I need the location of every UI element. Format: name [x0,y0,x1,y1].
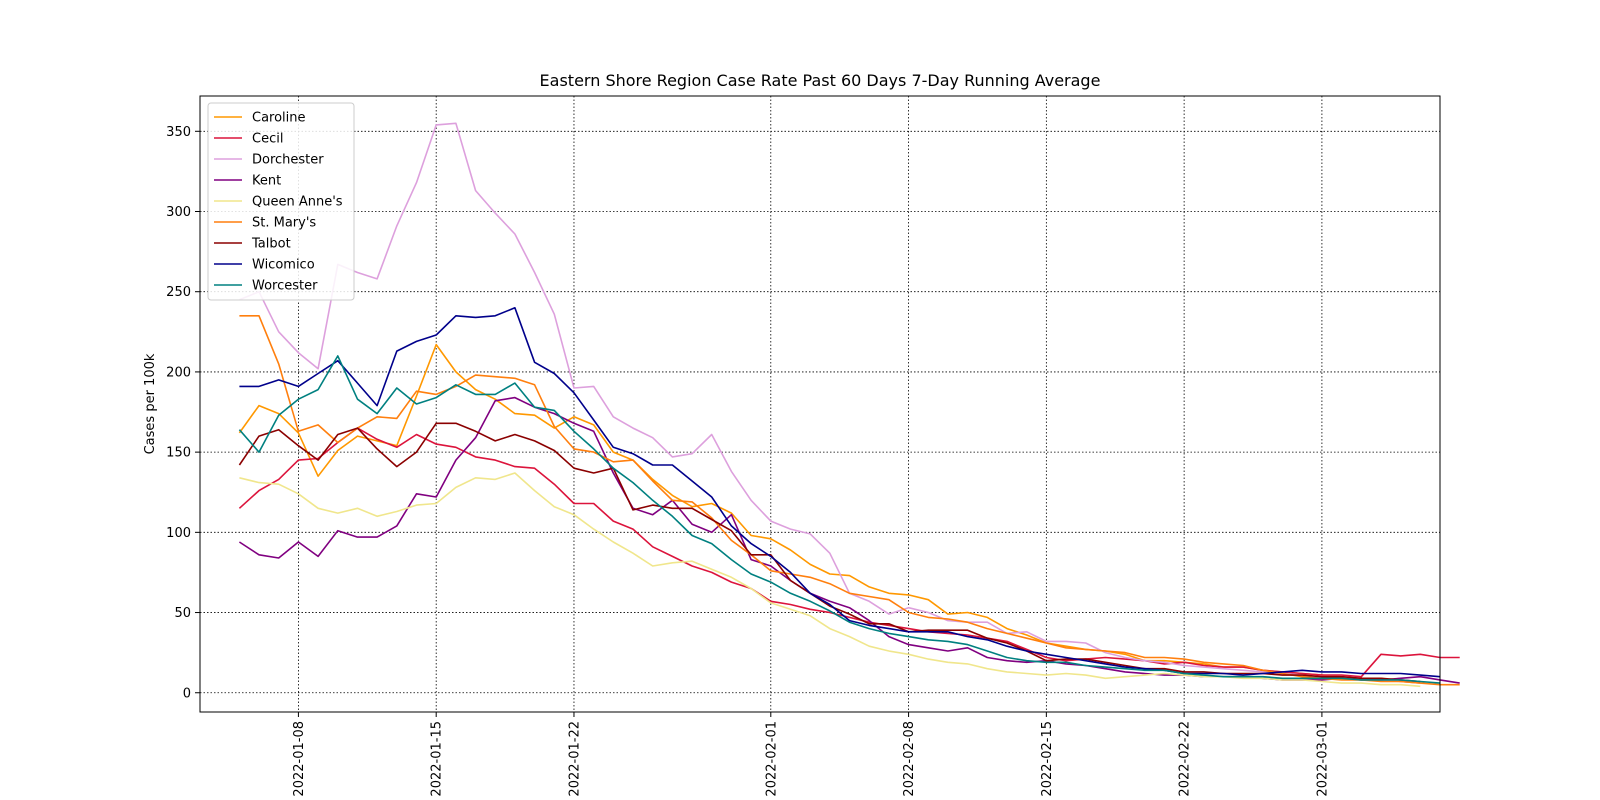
chart-title: Eastern Shore Region Case Rate Past 60 D… [540,71,1101,90]
series-line-worcester [238,355,1441,684]
legend-label: St. Mary's [252,216,316,231]
y-axis: 0 50 100 150 200 250 300 350 [166,125,200,701]
y-axis-label: Cases per 100k [143,353,158,454]
x-tick-label: 2022-01-15 [430,721,445,797]
series-line-st-mary-s [239,314,1460,686]
legend-label: Queen Anne's [252,195,343,210]
y-tick-label: 50 [174,606,191,621]
series-lines [238,122,1460,688]
y-tick-label: 150 [166,446,191,461]
legend-label: Cecil [252,132,283,147]
y-tick-label: 0 [183,686,191,701]
plot-frame [199,95,1441,713]
x-tick-label: 2022-01-22 [567,721,582,797]
legend-label: Talbot [251,237,291,252]
legend-label: Wicomico [252,258,315,273]
x-tick-label: 2022-02-01 [764,721,779,797]
legend-label: Caroline [252,111,306,126]
legend: Caroline Cecil Dorchester Kent Queen Anne's S… [207,102,355,301]
x-tick-label: 2022-02-15 [1040,721,1055,797]
series-line-dorchester [239,122,1421,684]
y-tick-label: 350 [166,125,191,140]
y-tick-label: 100 [166,526,191,541]
legend-box [207,102,355,301]
x-tick-label: 2022-01-08 [292,721,307,797]
x-tick-label: 2022-02-22 [1178,721,1193,797]
x-tick-label: 2022-02-08 [902,721,917,797]
series-line-wicomico [239,306,1441,678]
y-tick-label: 250 [166,285,191,300]
y-tick-label: 300 [166,205,191,220]
legend-label: Kent [252,174,281,189]
y-tick-label: 200 [166,365,191,380]
x-tick-label: 2022-03-01 [1315,721,1330,797]
legend-label: Dorchester [252,153,324,168]
x-axis: 2022-01-08 2022-01-15 2022-01-22 2022-02-01… [292,712,1330,797]
legend-label: Worcester [252,279,318,294]
